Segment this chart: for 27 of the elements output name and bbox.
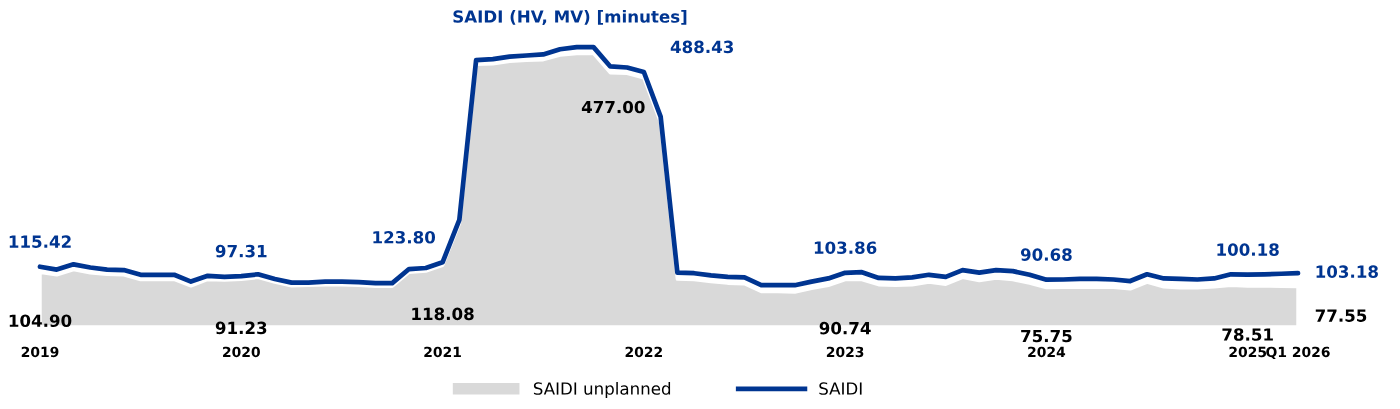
data-label: 104.90 <box>9 314 72 328</box>
x-tick-label: 2024 <box>1028 346 1066 358</box>
x-tick-label: 2022 <box>625 346 662 358</box>
data-label: 77.55 <box>1315 309 1367 322</box>
data-label: 123.80 <box>373 230 436 244</box>
data-label: 118.08 <box>412 307 474 321</box>
chart-title: SAIDI (HV, MV) [minutes] <box>453 9 687 25</box>
x-tick-label: 2019 <box>21 346 59 358</box>
x-tick-label: 2021 <box>424 346 461 358</box>
x-tick-label: 2025 <box>1229 346 1267 358</box>
data-label: 488.43 <box>670 40 734 54</box>
x-tick-label: 2023 <box>826 346 864 358</box>
data-label: 75.75 <box>1021 329 1072 343</box>
data-label: 90.68 <box>1020 248 1072 261</box>
legend-label: SAIDI <box>819 382 862 395</box>
data-label: 477.00 <box>581 100 645 114</box>
data-label: 100.18 <box>1217 243 1279 256</box>
data-label: 91.23 <box>215 321 267 335</box>
data-label: 115.42 <box>9 235 71 248</box>
data-label: 90.74 <box>819 321 871 335</box>
data-label: 97.31 <box>215 244 267 258</box>
x-tick-label: 2020 <box>223 346 260 358</box>
x-tick-label: Q1 2026 <box>1266 346 1330 360</box>
data-label: 78.51 <box>1222 328 1273 341</box>
data-label: 103.86 <box>814 241 877 254</box>
legend-label: SAIDI unplanned <box>533 381 671 399</box>
data-label: 103.18 <box>1316 265 1378 278</box>
